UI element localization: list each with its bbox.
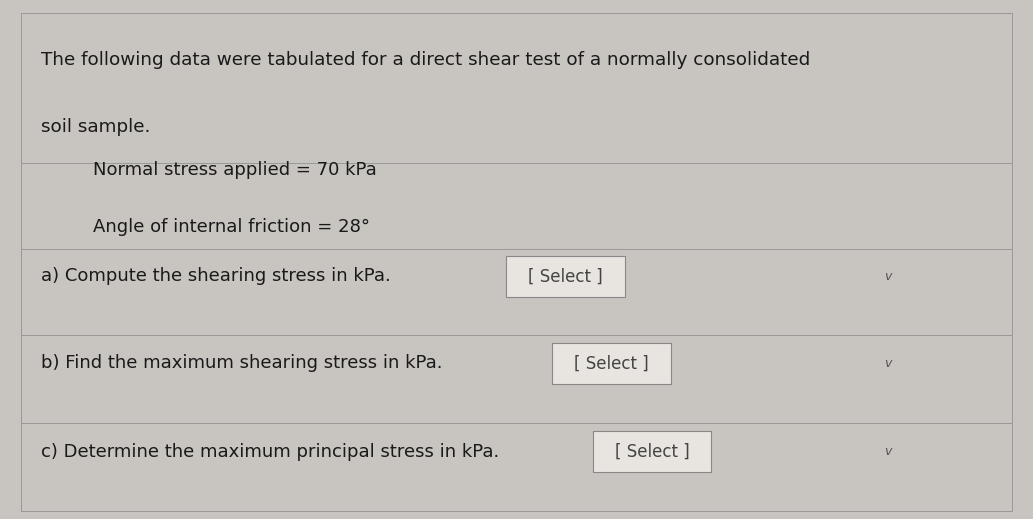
- Text: v: v: [884, 357, 891, 370]
- Text: b) Find the maximum shearing stress in kPa.: b) Find the maximum shearing stress in k…: [41, 354, 443, 372]
- Text: [ Select ]: [ Select ]: [528, 267, 602, 285]
- Text: soil sample.: soil sample.: [41, 118, 151, 136]
- FancyBboxPatch shape: [593, 431, 712, 472]
- Text: v: v: [884, 270, 891, 283]
- Text: Angle of internal friction = 28°: Angle of internal friction = 28°: [93, 218, 370, 236]
- FancyBboxPatch shape: [553, 343, 671, 384]
- Text: The following data were tabulated for a direct shear test of a normally consolid: The following data were tabulated for a …: [41, 51, 811, 69]
- Text: [ Select ]: [ Select ]: [615, 443, 689, 460]
- Text: [ Select ]: [ Select ]: [574, 354, 649, 372]
- Text: a) Compute the shearing stress in kPa.: a) Compute the shearing stress in kPa.: [41, 267, 392, 285]
- Text: Normal stress applied = 70 kPa: Normal stress applied = 70 kPa: [93, 161, 377, 179]
- Text: v: v: [884, 445, 891, 458]
- Text: c) Determine the maximum principal stress in kPa.: c) Determine the maximum principal stres…: [41, 443, 500, 460]
- FancyBboxPatch shape: [506, 255, 625, 297]
